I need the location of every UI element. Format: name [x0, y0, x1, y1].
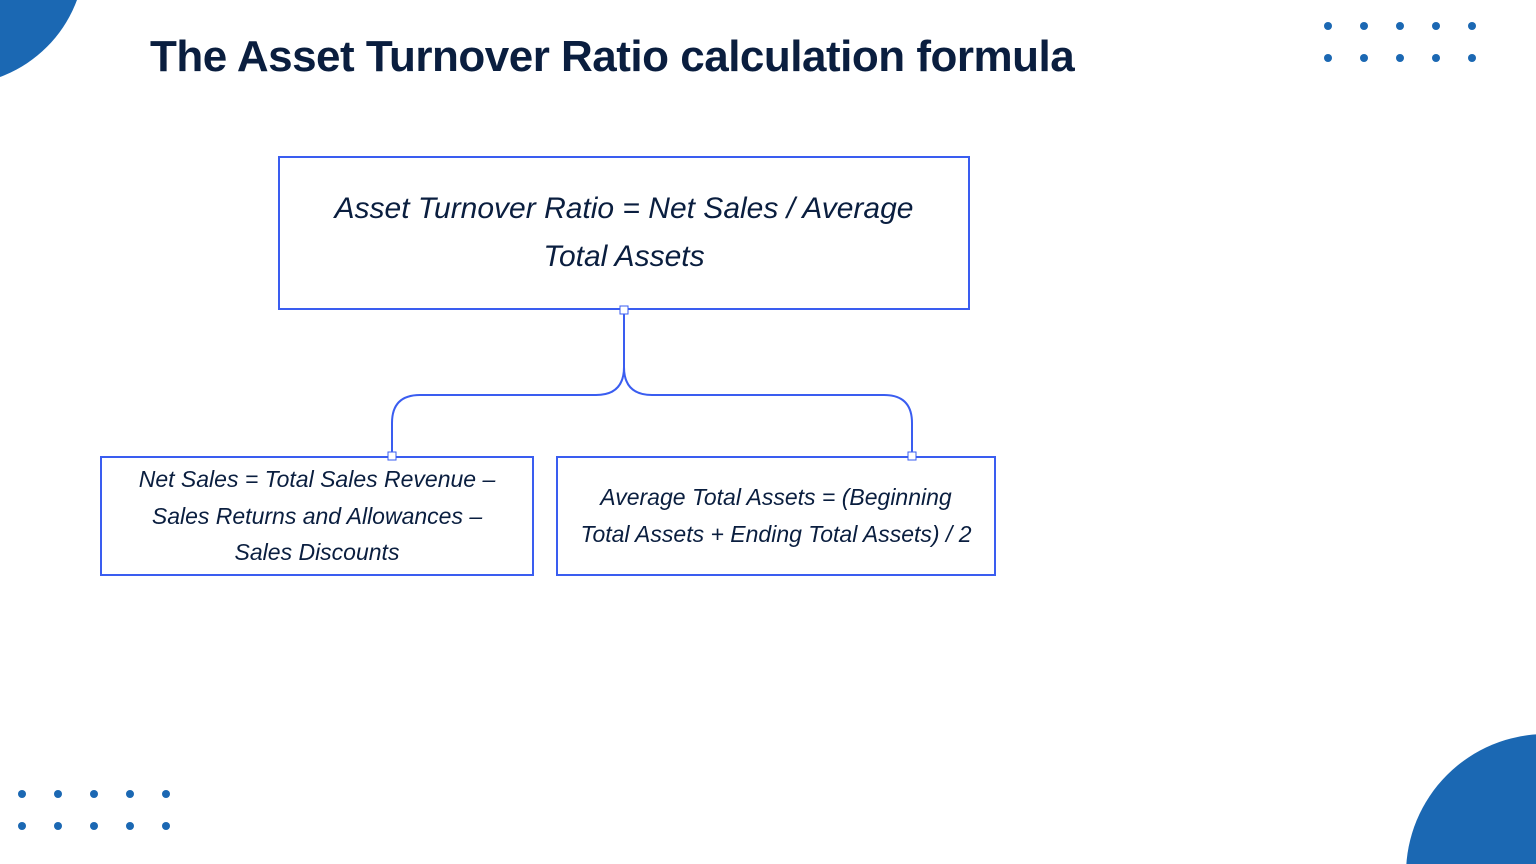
right-formula-text: Average Total Assets = (Beginning Total … — [578, 479, 974, 553]
left-formula-text: Net Sales = Total Sales Revenue – Sales … — [122, 461, 512, 571]
slide-canvas: The Asset Turnover Ratio calculation for… — [0, 0, 1536, 864]
formula-diagram: Asset Turnover Ratio = Net Sales / Avera… — [0, 0, 1536, 864]
diagram-connector — [384, 308, 920, 458]
diagram-handle-left — [388, 452, 397, 461]
diagram-handle-right — [908, 452, 917, 461]
top-formula-box: Asset Turnover Ratio = Net Sales / Avera… — [278, 156, 970, 310]
top-formula-text: Asset Turnover Ratio = Net Sales / Avera… — [300, 185, 948, 281]
left-formula-box: Net Sales = Total Sales Revenue – Sales … — [100, 456, 534, 576]
right-formula-box: Average Total Assets = (Beginning Total … — [556, 456, 996, 576]
